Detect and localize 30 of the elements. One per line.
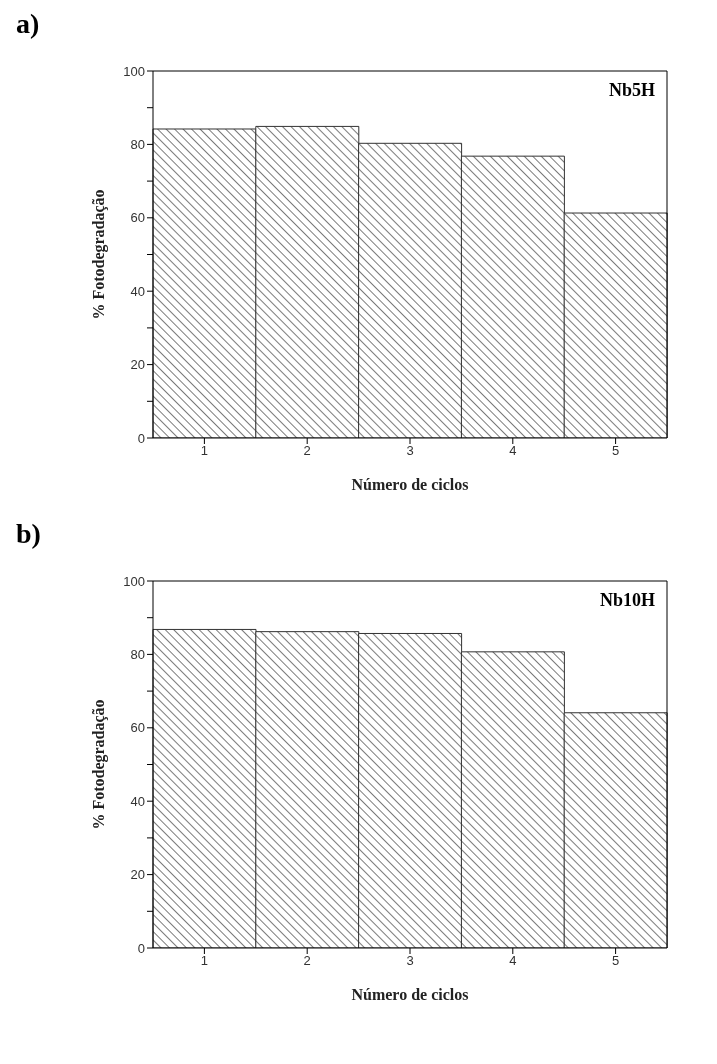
x-tick-label: 1	[200, 443, 209, 459]
y-tick-label: 40	[130, 793, 145, 809]
y-tick-label: 60	[130, 210, 145, 226]
y-tick-label: 100	[123, 573, 145, 589]
y-axis-title: % Fotodegradação	[89, 699, 108, 830]
y-tick-label: 80	[130, 647, 145, 663]
y-tick-label: 80	[130, 137, 145, 153]
y-tick-label: 0	[137, 430, 145, 446]
annotation: Nb10H	[599, 590, 655, 611]
chart-title: b)	[16, 518, 41, 550]
x-tick-label: 2	[303, 953, 311, 969]
y-tick-label: 100	[123, 63, 145, 79]
x-axis-title: Número de ciclos	[351, 986, 469, 1003]
y-tick-label: 20	[130, 867, 145, 883]
y-tick-label: 20	[130, 357, 145, 373]
y-tick-label: 60	[130, 720, 145, 736]
x-tick-label: 5	[611, 953, 620, 969]
x-tick-label: 5	[611, 443, 620, 459]
annotation: Nb5H	[608, 80, 655, 101]
x-tick-label: 4	[509, 953, 517, 969]
y-axis-title: % Fotodegradação	[89, 189, 108, 320]
y-tick-label: 0	[137, 940, 145, 956]
x-tick-label: 2	[303, 443, 311, 459]
y-tick-label: 40	[130, 283, 145, 299]
x-tick-label: 3	[406, 953, 414, 969]
x-axis-title: Número de ciclos	[351, 476, 469, 493]
x-tick-label: 1	[200, 953, 209, 969]
x-tick-label: 4	[509, 443, 517, 459]
x-tick-label: 3	[406, 443, 414, 459]
chart-title: a)	[16, 8, 40, 40]
